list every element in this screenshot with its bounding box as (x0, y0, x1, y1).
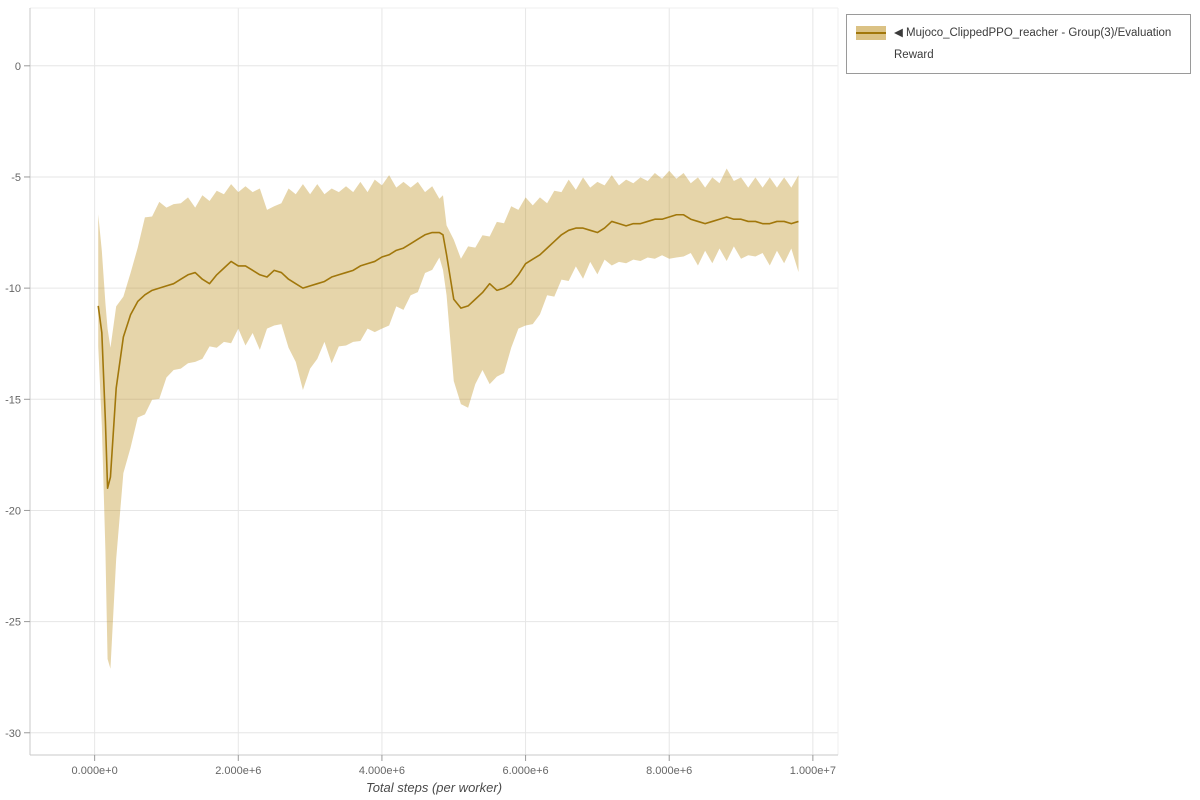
y-tick-label: -15 (5, 394, 21, 406)
x-tick-label: 0.000e+0 (72, 765, 118, 777)
axes (29, 8, 838, 756)
x-tick-label: 6.000e+6 (502, 765, 548, 777)
reward-uncertainty-band (98, 168, 799, 669)
legend-label: ◀ Mujoco_ClippedPPO_reacher - Group(3)/E… (894, 27, 1172, 61)
legend-swatch-line-icon (856, 32, 886, 34)
x-tick-label: 8.000e+6 (646, 765, 692, 777)
x-tick-label: 4.000e+6 (359, 765, 405, 777)
x-tick-label: 1.000e+7 (790, 765, 836, 777)
y-tick-label: -25 (5, 617, 21, 629)
legend-swatch-band-icon (856, 26, 886, 40)
gridlines (30, 7, 839, 755)
legend[interactable]: ◀ Mujoco_ClippedPPO_reacher - Group(3)/E… (846, 14, 1191, 74)
x-axis-title: Total steps (per worker) (365, 780, 503, 795)
y-tick-label: -10 (5, 283, 21, 295)
y-tick-label: -5 (11, 172, 21, 184)
y-tick-label: -30 (5, 728, 21, 740)
y-tick-label: 0 (15, 61, 21, 73)
x-tick-label: 2.000e+6 (215, 765, 261, 777)
reward-mean-line (97, 213, 799, 490)
y-tick-label: -20 (5, 505, 21, 517)
